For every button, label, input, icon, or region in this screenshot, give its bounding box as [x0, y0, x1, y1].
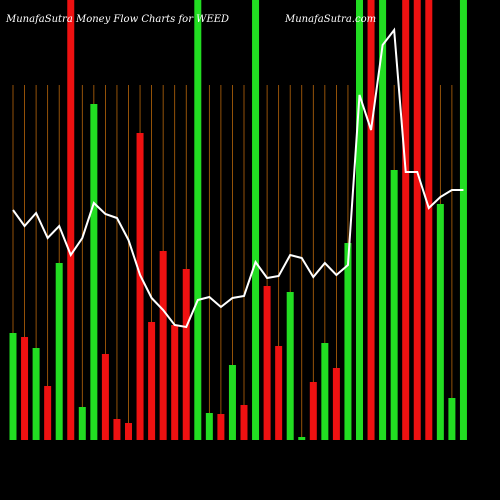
- bar: [136, 133, 144, 440]
- bar: [413, 0, 421, 440]
- bar: [286, 292, 294, 440]
- bar: [298, 437, 306, 440]
- bar: [148, 322, 156, 440]
- bar: [344, 243, 352, 440]
- bar: [448, 398, 456, 440]
- lines: [12, 27, 464, 329]
- bar: [252, 0, 260, 440]
- bar: [101, 354, 109, 440]
- bar: [9, 333, 17, 440]
- bar: [275, 346, 283, 440]
- bar: [125, 423, 132, 440]
- bar: [332, 368, 340, 440]
- bars: [9, 0, 467, 440]
- chart-subtitle: MunafaSutra.com: [284, 14, 376, 25]
- bar: [194, 0, 202, 440]
- bar: [171, 325, 179, 440]
- bar: [78, 407, 86, 440]
- bar: [367, 0, 375, 440]
- bar: [21, 337, 29, 440]
- bar: [90, 104, 98, 440]
- bar: [263, 286, 271, 440]
- bar: [402, 0, 410, 440]
- bar: [182, 269, 190, 440]
- bar: [379, 0, 387, 440]
- bar: [436, 204, 444, 440]
- bar: [159, 251, 167, 440]
- bar: [205, 413, 213, 440]
- bar: [67, 0, 75, 440]
- bar: [44, 386, 52, 440]
- bar: [390, 170, 398, 440]
- bar: [113, 419, 121, 440]
- bar: [425, 0, 433, 440]
- bar: [55, 263, 63, 440]
- bar: [240, 405, 248, 440]
- bar: [459, 0, 467, 440]
- bar: [217, 414, 225, 440]
- money-flow-line: [12, 27, 464, 329]
- bar: [309, 382, 317, 440]
- bar: [356, 0, 363, 440]
- chart-title: MunafaSutra Money Flow Charts for WEED: [5, 14, 229, 25]
- bar: [228, 365, 236, 440]
- bar: [32, 348, 40, 440]
- bar: [321, 343, 329, 440]
